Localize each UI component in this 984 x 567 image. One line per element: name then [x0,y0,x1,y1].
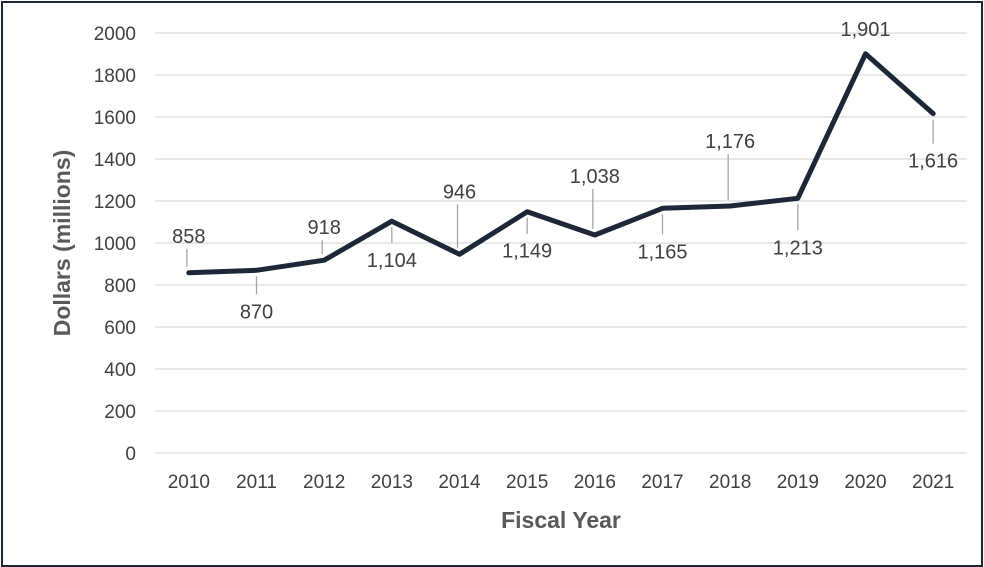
x-axis-ticks: 2010 2011 2012 2013 2014 2015 2016 2017 2018 2019… [168,472,955,493]
y-tick-label: 1200 [94,192,136,213]
data-label: 1,165 [637,241,687,263]
x-tick-label: 2011 [236,472,277,493]
y-tick-label: 600 [104,318,136,339]
y-tick-label: 0 [125,444,136,465]
data-labels: 858 870 918 1,104 946 1,149 1,038 1,165 1,176 1,2… [172,19,958,324]
data-label: 870 [240,301,273,323]
x-tick-label: 2021 [912,472,954,493]
x-tick-label: 2019 [777,472,819,493]
data-label: 918 [307,217,340,239]
y-tick-label: 400 [104,360,136,381]
data-label: 1,616 [908,151,958,173]
x-tick-label: 2012 [303,472,345,493]
x-tick-label: 2015 [506,472,548,493]
y-axis-ticks: 0 200 400 600 800 1000 1200 1400 1600 1800 2000 [94,24,136,465]
y-tick-label: 1400 [94,150,136,171]
x-tick-label: 2014 [438,472,481,493]
series-line [186,51,936,276]
data-label: 1,176 [705,131,755,153]
data-label: 1,213 [773,237,823,259]
x-axis-title: Fiscal Year [501,507,621,533]
x-tick-label: 2017 [641,472,683,493]
x-tick-label: 2013 [371,472,413,493]
data-label: 1,149 [502,241,552,263]
y-tick-label: 2000 [94,24,136,45]
y-axis-title: Dollars (millions) [49,150,75,337]
x-tick-label: 2018 [709,472,751,493]
y-tick-label: 200 [104,402,136,423]
data-label: 1,038 [570,166,620,188]
x-tick-label: 2016 [574,472,616,493]
data-label: 1,901 [840,19,890,41]
x-tick-label: 2010 [168,472,210,493]
x-tick-label: 2020 [844,472,886,493]
gridlines [155,32,967,454]
y-tick-label: 1600 [94,108,136,129]
y-tick-label: 1800 [94,66,136,87]
data-label: 946 [443,181,476,203]
data-label: 1,104 [367,250,417,272]
data-label: 858 [172,226,205,248]
y-tick-label: 1000 [94,234,136,255]
y-tick-label: 800 [104,276,136,297]
data-label-leaders [186,119,934,295]
